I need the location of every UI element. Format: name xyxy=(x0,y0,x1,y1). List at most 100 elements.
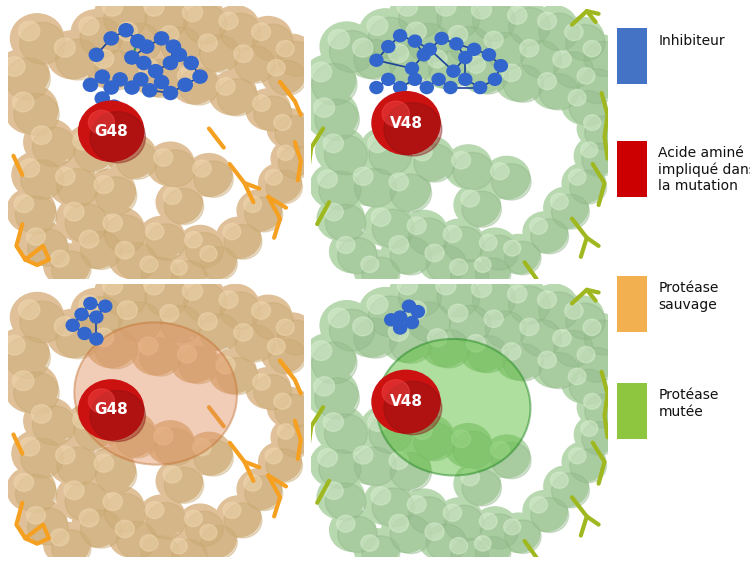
Circle shape xyxy=(546,323,592,366)
Circle shape xyxy=(368,296,413,337)
Circle shape xyxy=(520,39,538,57)
Circle shape xyxy=(80,230,99,248)
Circle shape xyxy=(359,9,412,57)
Circle shape xyxy=(184,283,226,323)
Circle shape xyxy=(584,115,601,131)
Circle shape xyxy=(429,330,470,368)
Circle shape xyxy=(200,35,240,72)
Circle shape xyxy=(71,10,122,56)
Circle shape xyxy=(194,240,236,279)
Text: V48: V48 xyxy=(389,394,422,409)
Circle shape xyxy=(20,23,65,64)
Circle shape xyxy=(583,319,601,336)
Circle shape xyxy=(178,504,222,545)
Circle shape xyxy=(184,510,202,526)
Circle shape xyxy=(95,70,109,83)
Circle shape xyxy=(164,87,178,100)
Circle shape xyxy=(10,293,64,342)
Circle shape xyxy=(444,227,484,263)
Circle shape xyxy=(13,92,34,112)
Circle shape xyxy=(161,27,201,64)
Circle shape xyxy=(104,81,118,94)
Circle shape xyxy=(64,202,84,221)
Circle shape xyxy=(538,14,579,51)
Circle shape xyxy=(406,136,454,181)
Circle shape xyxy=(407,23,450,62)
Circle shape xyxy=(389,236,409,253)
Circle shape xyxy=(99,300,112,312)
Circle shape xyxy=(570,170,607,204)
Circle shape xyxy=(28,508,68,545)
Circle shape xyxy=(329,309,375,351)
Circle shape xyxy=(443,504,462,521)
Circle shape xyxy=(116,141,158,180)
Circle shape xyxy=(5,337,50,378)
Circle shape xyxy=(193,70,207,83)
Circle shape xyxy=(562,442,605,482)
Circle shape xyxy=(95,177,136,215)
Circle shape xyxy=(447,65,460,77)
Circle shape xyxy=(425,523,444,540)
Circle shape xyxy=(244,196,262,212)
Circle shape xyxy=(108,412,156,457)
Circle shape xyxy=(449,305,491,343)
Circle shape xyxy=(83,78,98,91)
Circle shape xyxy=(141,536,179,563)
Circle shape xyxy=(13,371,34,391)
Circle shape xyxy=(352,38,373,57)
Circle shape xyxy=(140,338,182,376)
Circle shape xyxy=(382,380,410,405)
Circle shape xyxy=(139,495,184,538)
Circle shape xyxy=(19,21,40,41)
Circle shape xyxy=(523,212,568,253)
Ellipse shape xyxy=(376,339,530,476)
Circle shape xyxy=(370,54,383,66)
Circle shape xyxy=(224,503,262,538)
Circle shape xyxy=(325,135,368,175)
Circle shape xyxy=(136,0,187,37)
Circle shape xyxy=(154,75,169,88)
Circle shape xyxy=(253,374,271,390)
Circle shape xyxy=(178,346,197,363)
Circle shape xyxy=(315,378,359,419)
Circle shape xyxy=(104,215,146,253)
Circle shape xyxy=(251,23,271,41)
Circle shape xyxy=(381,37,431,83)
Circle shape xyxy=(306,91,358,139)
Circle shape xyxy=(361,256,379,272)
Circle shape xyxy=(495,336,542,380)
Circle shape xyxy=(420,43,469,88)
Circle shape xyxy=(558,296,604,338)
Circle shape xyxy=(191,28,238,71)
Circle shape xyxy=(198,34,217,51)
Circle shape xyxy=(346,439,395,485)
Circle shape xyxy=(110,15,160,61)
Circle shape xyxy=(56,318,100,359)
Circle shape xyxy=(437,278,480,317)
Circle shape xyxy=(539,352,578,388)
Circle shape xyxy=(276,319,294,336)
Text: G48: G48 xyxy=(94,403,128,417)
Circle shape xyxy=(104,32,118,45)
Circle shape xyxy=(89,48,104,61)
Circle shape xyxy=(84,297,97,310)
Circle shape xyxy=(413,143,432,161)
Circle shape xyxy=(146,223,164,240)
Circle shape xyxy=(87,169,136,214)
Circle shape xyxy=(278,146,314,178)
Circle shape xyxy=(235,325,275,362)
Circle shape xyxy=(565,302,584,319)
Circle shape xyxy=(194,161,233,197)
Circle shape xyxy=(452,151,471,169)
Circle shape xyxy=(513,33,560,77)
Circle shape xyxy=(389,515,409,532)
Circle shape xyxy=(497,234,540,274)
Circle shape xyxy=(79,380,144,440)
Circle shape xyxy=(310,62,332,82)
Circle shape xyxy=(21,439,64,478)
Circle shape xyxy=(178,68,219,105)
Circle shape xyxy=(398,0,418,16)
Circle shape xyxy=(382,508,430,552)
Circle shape xyxy=(484,157,530,199)
Circle shape xyxy=(20,500,67,544)
